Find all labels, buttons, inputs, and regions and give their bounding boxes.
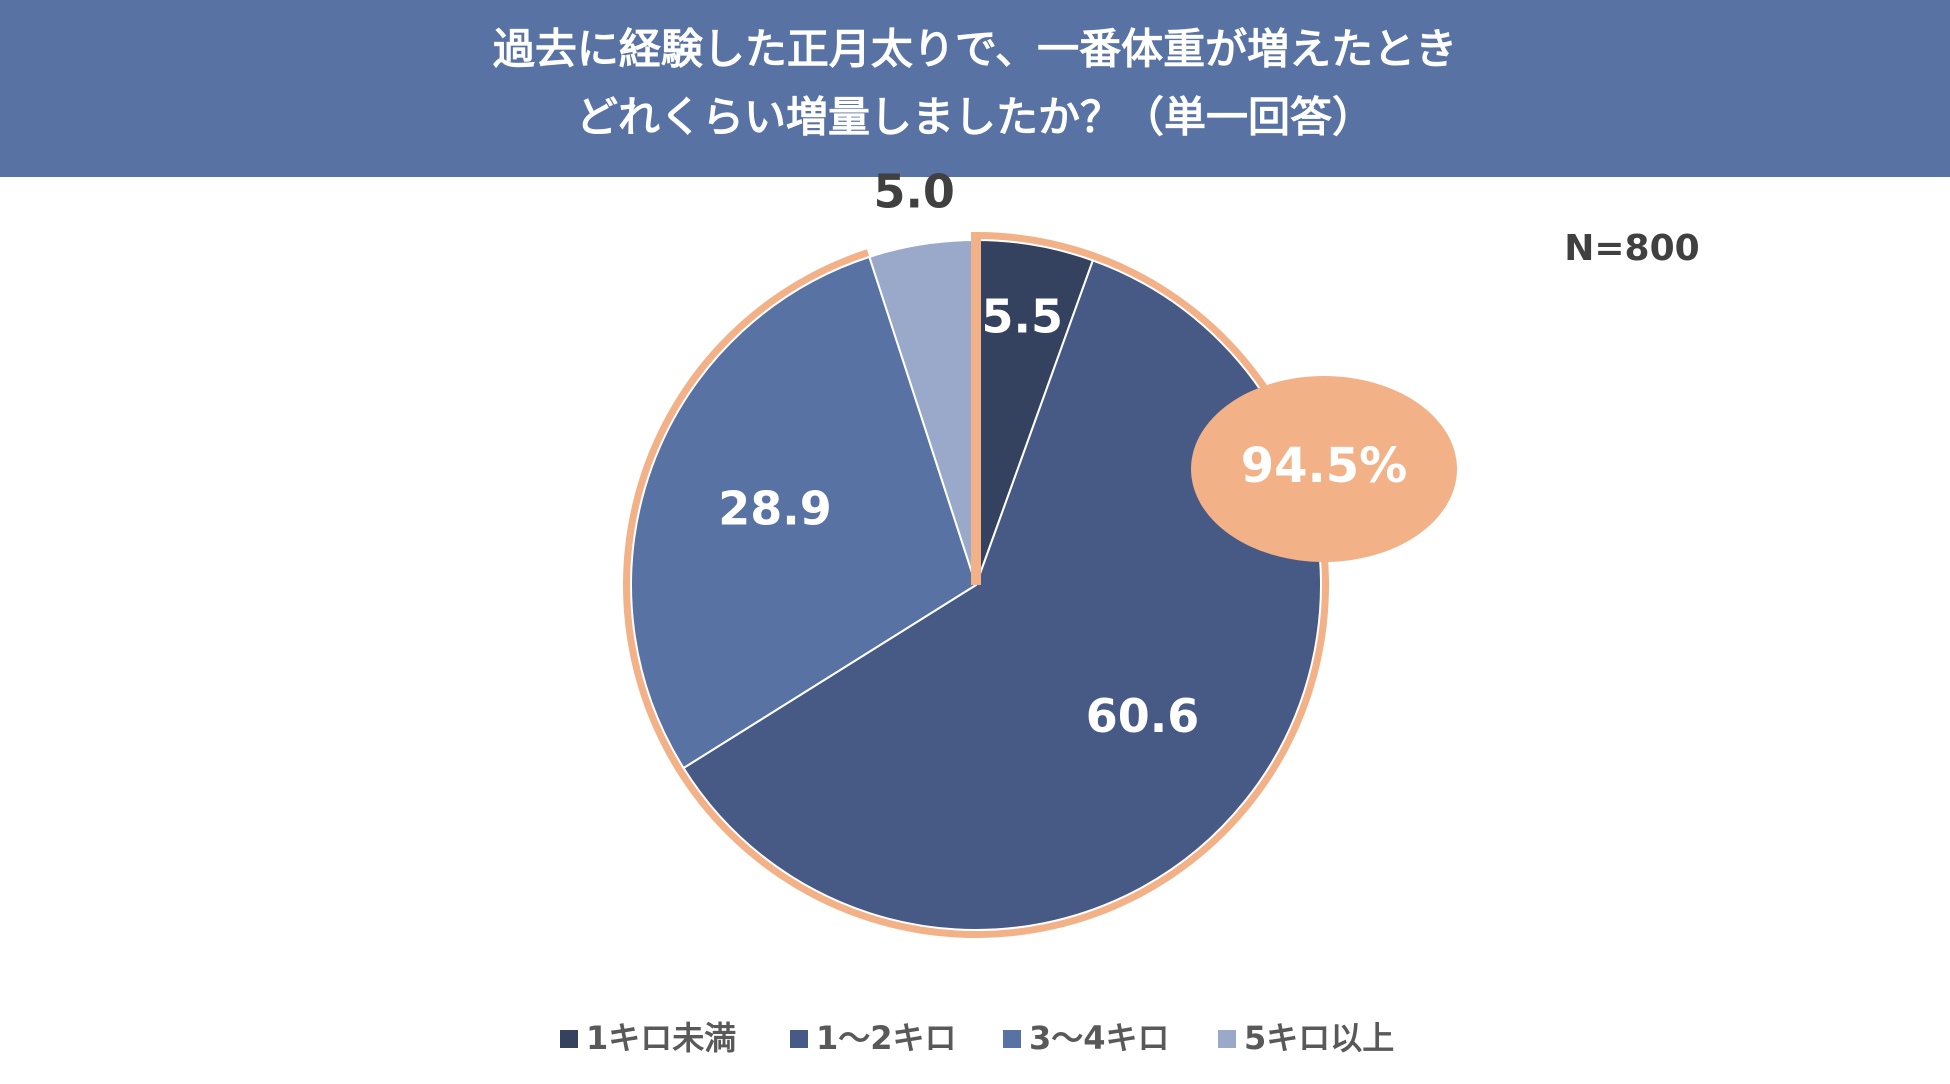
header-band xyxy=(0,0,1950,177)
legend-label: 1キロ未満 xyxy=(586,1019,736,1057)
data-label: 28.9 xyxy=(718,481,832,535)
pie-slice xyxy=(630,255,978,770)
legend-swatch xyxy=(560,1030,578,1048)
chart-title: 過去に経験した正月太りで、一番体重が増えたとき xyxy=(493,25,1457,74)
data-label: 5.0 xyxy=(873,164,955,218)
chart-title: どれくらい増量しましたか？（単一回答） xyxy=(576,93,1374,142)
legend-swatch xyxy=(1003,1030,1021,1048)
data-label: 5.5 xyxy=(982,289,1064,343)
pie-slice xyxy=(682,259,1322,931)
callout-label: 94.5% xyxy=(1241,438,1408,494)
legend-label: 5キロ以上 xyxy=(1244,1019,1394,1057)
legend-label: 3〜4キロ xyxy=(1029,1019,1170,1057)
legend-swatch xyxy=(1218,1030,1236,1048)
data-label: 60.6 xyxy=(1086,689,1200,743)
callout-bubble xyxy=(1191,376,1457,562)
legend-swatch xyxy=(790,1030,808,1048)
legend-label: 1〜2キロ xyxy=(816,1019,957,1057)
sample-size: N=800 xyxy=(1564,228,1699,269)
